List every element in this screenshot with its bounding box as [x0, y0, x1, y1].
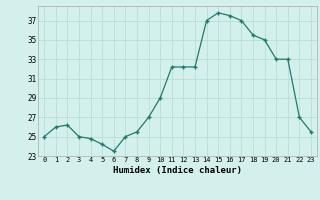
X-axis label: Humidex (Indice chaleur): Humidex (Indice chaleur): [113, 166, 242, 175]
